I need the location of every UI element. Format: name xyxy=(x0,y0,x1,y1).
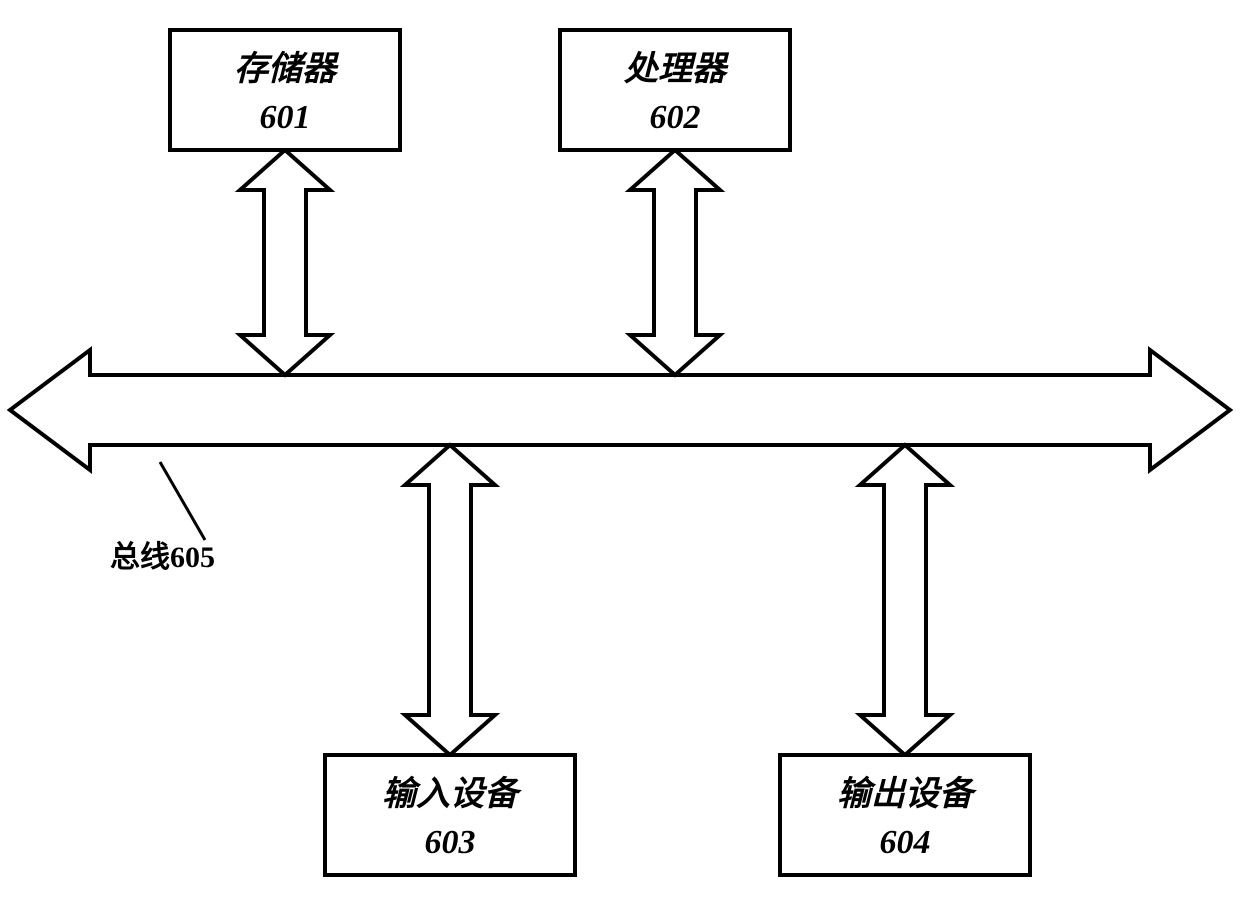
box-input-number: 603 xyxy=(425,824,476,861)
box-cpu-title: 处理器 xyxy=(623,50,730,88)
box-cpu-number: 602 xyxy=(650,99,701,136)
connector-output xyxy=(860,445,950,755)
box-memory-title: 存储器 xyxy=(234,50,340,88)
box-input-title: 输入设备 xyxy=(382,775,523,813)
box-output-number: 604 xyxy=(880,824,931,861)
bus-label: 总线605 xyxy=(110,541,215,574)
connector-input xyxy=(405,445,495,755)
bus-label-leader xyxy=(160,462,205,540)
connector-cpu xyxy=(630,150,720,375)
box-memory-number: 601 xyxy=(260,99,311,136)
box-output-title: 输出设备 xyxy=(837,775,978,813)
bus-arrow xyxy=(10,350,1230,470)
connector-memory xyxy=(240,150,330,375)
